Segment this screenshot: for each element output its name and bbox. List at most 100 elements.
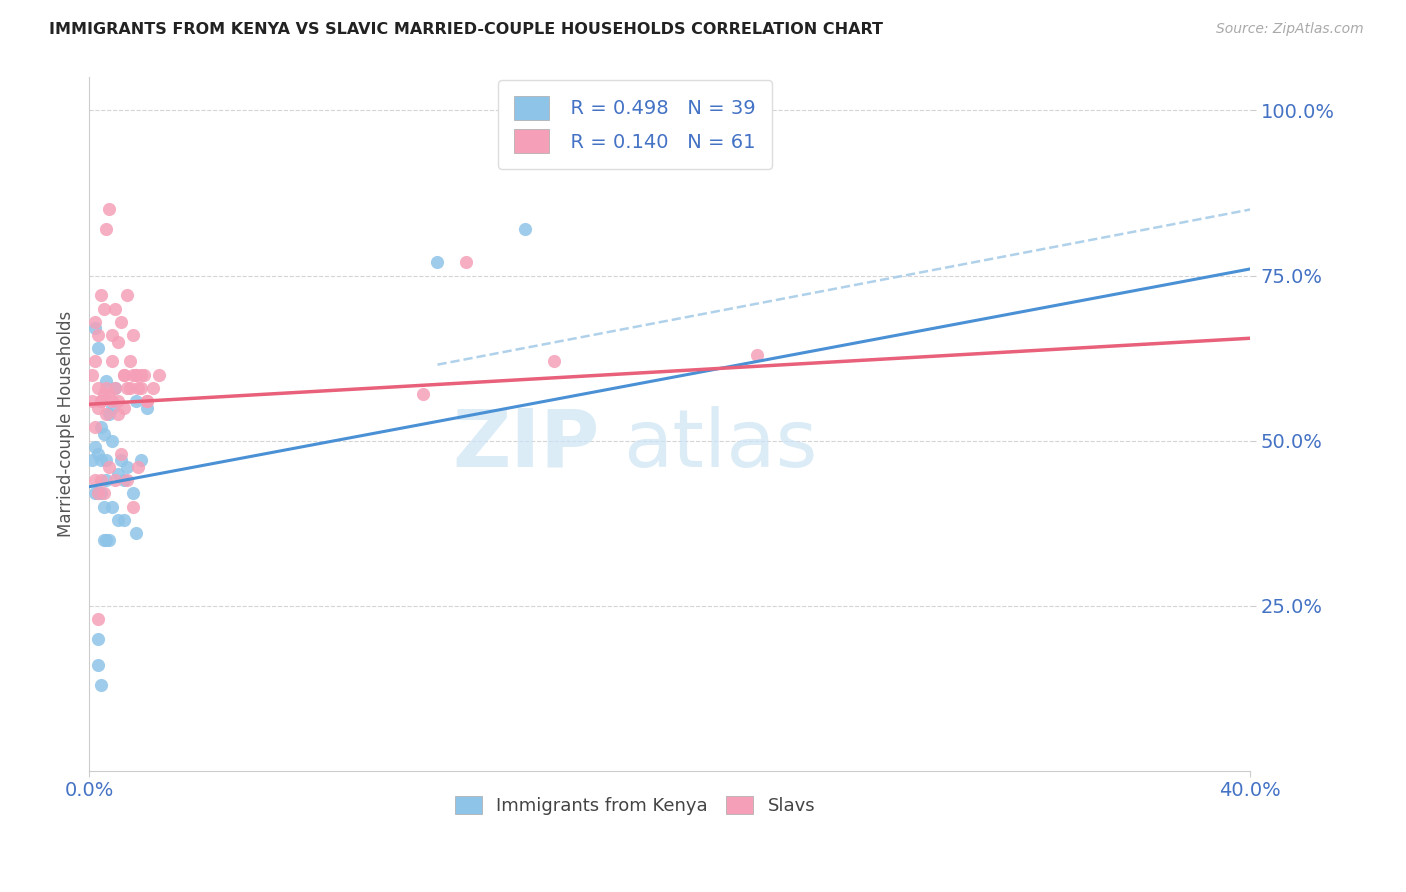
Point [101,401,124,415]
Point [87,658,110,673]
Point [121,368,143,382]
Point [121,486,143,500]
Point [93,387,115,401]
Point [118,381,141,395]
Point [96,453,118,467]
Point [121,327,143,342]
Point [83,440,105,454]
Point [124,368,146,382]
Point [543,354,565,368]
Point [134,368,156,382]
Point [90,394,112,409]
Point [513,222,536,236]
Point [131,381,153,395]
Point [115,460,138,475]
Text: ZIP: ZIP [453,406,600,483]
Point [107,394,129,409]
Point [104,381,127,395]
Point [96,381,118,395]
Point [426,255,449,269]
Point [96,533,118,547]
Point [98,387,121,401]
Point [83,473,105,487]
Point [112,473,135,487]
Point [96,407,118,421]
Legend: Immigrants from Kenya, Slavs: Immigrants from Kenya, Slavs [446,787,824,824]
Point [87,381,110,395]
Point [83,420,105,434]
Point [124,368,146,382]
Point [93,533,115,547]
Point [101,394,124,409]
Point [83,315,105,329]
Text: Source: ZipAtlas.com: Source: ZipAtlas.com [1216,22,1364,37]
Point [83,486,105,500]
Point [110,447,132,461]
Point [136,394,159,409]
Point [98,533,121,547]
Point [107,513,129,527]
Point [131,453,153,467]
Point [98,460,121,475]
Point [101,354,124,368]
Point [98,202,121,217]
Point [93,301,115,316]
Point [101,500,124,514]
Point [110,453,132,467]
Point [87,327,110,342]
Point [87,486,110,500]
Point [90,473,112,487]
Point [101,327,124,342]
Point [90,678,112,692]
Point [148,368,170,382]
Point [112,368,135,382]
Point [90,453,112,467]
Point [90,486,112,500]
Point [96,222,118,236]
Point [93,486,115,500]
Point [745,348,768,362]
Point [93,427,115,442]
Point [101,434,124,448]
Point [83,321,105,335]
Point [456,255,478,269]
Point [142,381,165,395]
Point [80,453,103,467]
Point [127,460,149,475]
Point [124,526,146,541]
Point [107,334,129,349]
Point [118,354,141,368]
Point [90,288,112,302]
Point [115,473,138,487]
Point [96,374,118,388]
Point [90,394,112,409]
Point [104,381,127,395]
Point [107,407,129,421]
Point [87,612,110,626]
Point [121,500,143,514]
Point [87,486,110,500]
Point [96,473,118,487]
Point [110,315,132,329]
Point [80,368,103,382]
Point [107,467,129,481]
Point [124,394,146,409]
Point [87,447,110,461]
Text: atlas: atlas [623,406,818,483]
Point [112,513,135,527]
Point [87,632,110,646]
Point [98,407,121,421]
Point [127,381,149,395]
Point [90,420,112,434]
Y-axis label: Married-couple Households: Married-couple Households [58,311,75,537]
Point [136,394,159,409]
Point [93,500,115,514]
Point [115,381,138,395]
Point [112,401,135,415]
Point [87,341,110,355]
Point [112,368,135,382]
Point [412,387,434,401]
Point [104,301,127,316]
Point [104,473,127,487]
Point [87,401,110,415]
